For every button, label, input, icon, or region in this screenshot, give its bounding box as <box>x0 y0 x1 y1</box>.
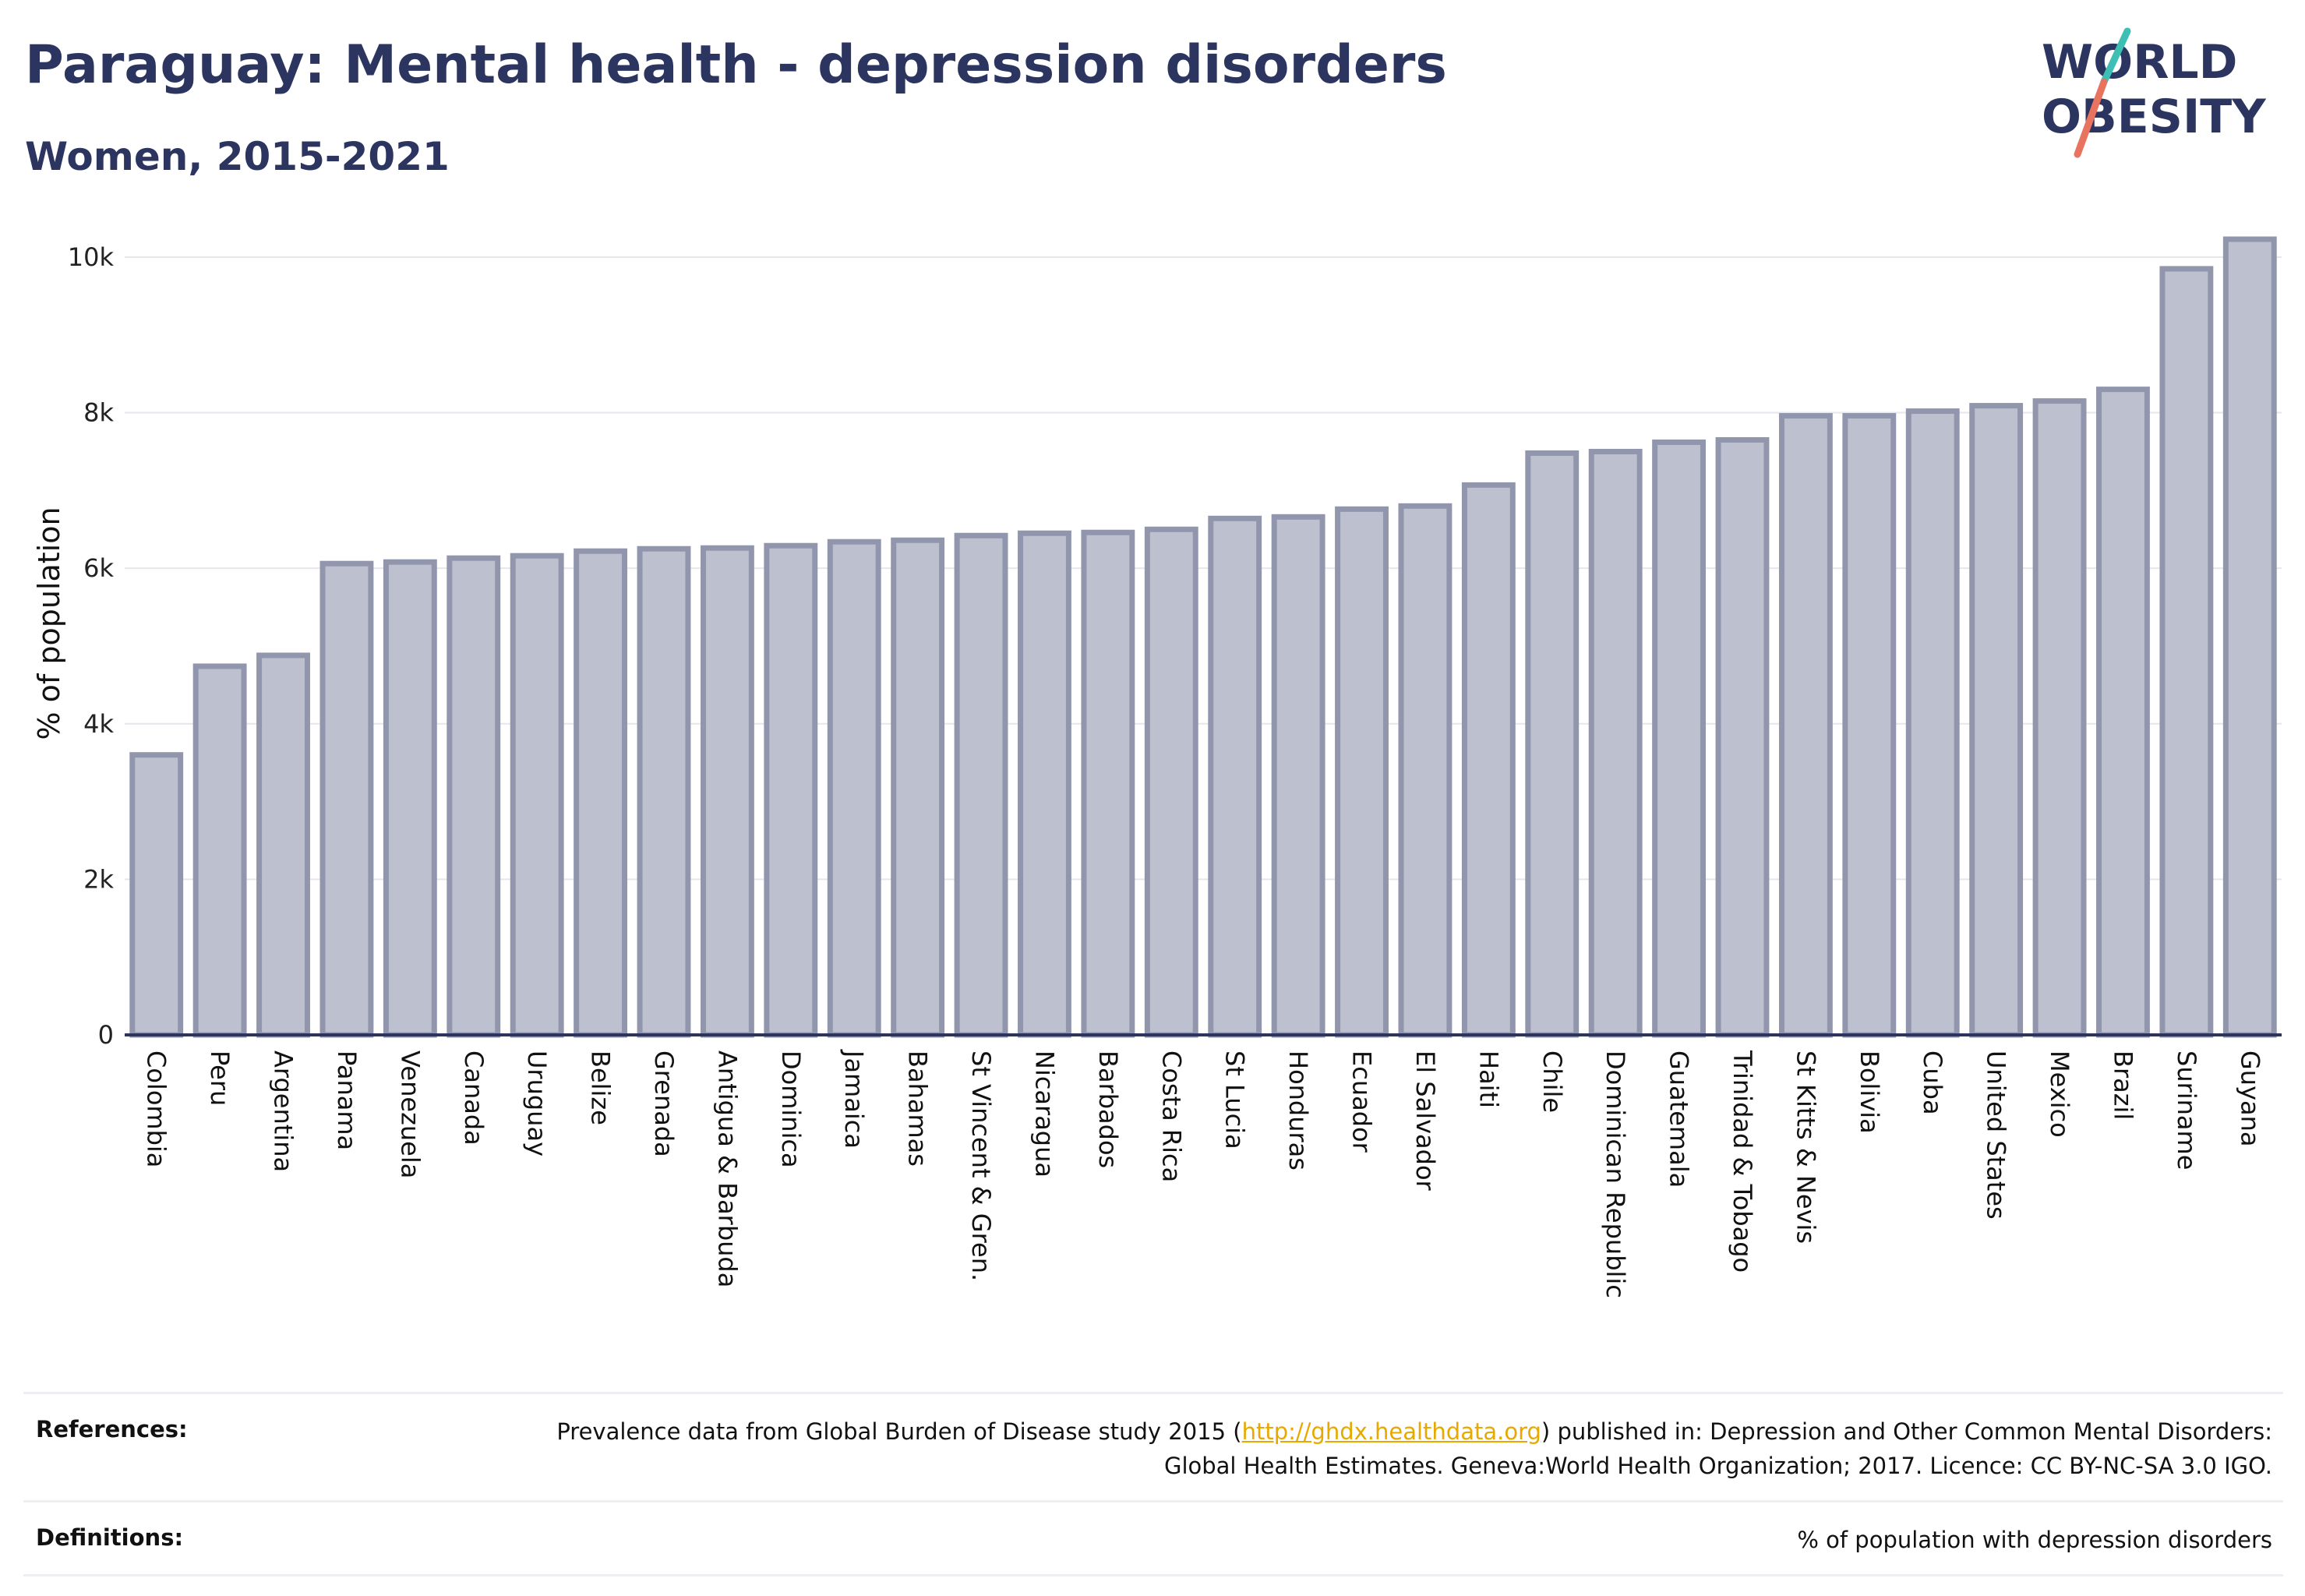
references-text: Prevalence data from Global Burden of Di… <box>23 1394 2283 1500</box>
bar <box>510 553 564 1038</box>
x-tick-label: Venezuela <box>395 1050 425 1178</box>
definitions-label: Definitions: <box>36 1524 184 1551</box>
bar <box>1715 436 1770 1038</box>
x-tick-label: St Vincent & Gren. <box>966 1050 996 1281</box>
bar <box>2032 398 2087 1038</box>
bar <box>1208 515 1262 1038</box>
bar <box>827 538 881 1038</box>
bar <box>447 555 501 1038</box>
bar <box>574 548 628 1038</box>
x-tick-label: Barbados <box>1093 1050 1123 1168</box>
references-post: ) published in: Depression and Other Com… <box>1163 1418 2272 1479</box>
bar <box>1335 506 1389 1038</box>
bar <box>1018 530 1071 1038</box>
y-tick-label: 6k <box>83 553 114 583</box>
x-tick-label: Uruguay <box>522 1050 552 1156</box>
x-tick-label: Colombia <box>142 1050 171 1167</box>
x-tick-label: Belize <box>586 1050 616 1125</box>
x-tick-label: Guatemala <box>1664 1050 1694 1188</box>
y-axis-title: % of population <box>32 507 66 740</box>
bar <box>764 542 818 1038</box>
x-tick-label: Guyana <box>2235 1050 2264 1147</box>
bar <box>1461 482 1516 1038</box>
x-tick-label: Peru <box>205 1050 235 1106</box>
bar <box>1144 526 1198 1038</box>
bar <box>2222 236 2277 1038</box>
x-tick-label: Mexico <box>2045 1050 2074 1138</box>
bar <box>1842 413 1897 1038</box>
references-label: References: <box>36 1416 188 1442</box>
y-tick-label: 10k <box>68 242 115 272</box>
x-tick-label: Trinidad & Tobago <box>1728 1050 1757 1273</box>
bar <box>1905 408 1960 1038</box>
x-tick-label: Argentina <box>269 1050 298 1172</box>
y-tick-label: 0 <box>98 1020 114 1050</box>
bar <box>2159 266 2214 1038</box>
bar <box>256 652 310 1038</box>
bar <box>1271 514 1325 1038</box>
x-tick-label: Antigua & Barbuda <box>712 1050 742 1287</box>
x-tick-label: Bolivia <box>1855 1050 1884 1134</box>
bar <box>954 532 1008 1038</box>
definitions-row: Definitions: % of population with depres… <box>23 1500 2283 1577</box>
logo-line1: WORLD <box>2042 35 2237 90</box>
y-tick-label: 4k <box>83 709 114 739</box>
references-pre: Prevalence data from Global Burden of Di… <box>556 1418 1242 1445</box>
x-tick-label: El Salvador <box>1410 1050 1440 1192</box>
logo-line2: OBESITY <box>2042 90 2267 144</box>
definitions-text: % of population with depression disorder… <box>1797 1527 2272 1553</box>
x-tick-label: Panama <box>332 1050 362 1150</box>
x-tick-label: Dominican Republic <box>1601 1050 1630 1298</box>
page-subtitle: Women, 2015-2021 <box>25 134 450 179</box>
references-row: References: Prevalence data from Global … <box>23 1392 2283 1500</box>
x-tick-label: St Lucia <box>1220 1050 1250 1149</box>
page-title: Paraguay: Mental health - depression dis… <box>25 34 1447 96</box>
bar <box>129 752 184 1038</box>
x-tick-label: Costa Rica <box>1156 1050 1186 1182</box>
bar <box>891 537 945 1038</box>
x-tick-label: Cuba <box>1918 1050 1947 1115</box>
x-tick-label: Dominica <box>776 1050 806 1168</box>
x-tick-label: Jamaica <box>839 1049 869 1149</box>
bar-chart: 0 2k 4k 6k 8k 10k Colombia Peru Argentina Panama… <box>32 236 2282 1298</box>
bar <box>2096 387 2150 1038</box>
y-tick-label: 8k <box>83 398 114 428</box>
footer: References: Prevalence data from Global … <box>23 1392 2283 1577</box>
bar <box>1969 403 2024 1038</box>
bars <box>129 236 2277 1038</box>
x-tick-labels: Colombia Peru Argentina Panama Venezuela Cana… <box>142 1049 2265 1298</box>
x-tick-label: Canada <box>459 1050 489 1146</box>
bar <box>383 559 437 1038</box>
x-tick-label: Nicaragua <box>1029 1050 1059 1178</box>
bar <box>1398 503 1453 1038</box>
bar <box>192 663 247 1038</box>
x-tick-label: Ecuador <box>1347 1050 1377 1153</box>
x-tick-label: Honduras <box>1283 1050 1313 1171</box>
bar <box>1525 450 1580 1038</box>
x-tick-label: Brazil <box>2108 1050 2137 1120</box>
logo-accent-teal <box>2100 27 2131 86</box>
bar <box>637 546 691 1038</box>
world-obesity-logo: WORLD OBESITY <box>2042 27 2267 158</box>
x-tick-label: Chile <box>1537 1050 1567 1113</box>
logo-accent-coral <box>2074 78 2108 158</box>
x-tick-label: United States <box>1982 1050 2011 1220</box>
bar <box>319 560 374 1038</box>
references-link[interactable]: http://ghdx.healthdata.org <box>1241 1418 1541 1445</box>
bar <box>1588 448 1643 1038</box>
bar <box>1081 529 1135 1038</box>
y-tick-labels: 0 2k 4k 6k 8k 10k <box>68 242 115 1050</box>
bar <box>1652 439 1707 1038</box>
x-tick-label: Bahamas <box>903 1050 933 1167</box>
x-tick-label: Suriname <box>2172 1050 2201 1170</box>
x-tick-label: Grenada <box>649 1050 679 1157</box>
x-tick-label: Haiti <box>1474 1050 1503 1108</box>
bar <box>700 545 754 1038</box>
bar <box>1778 413 1833 1038</box>
x-tick-label: St Kitts & Nevis <box>1791 1050 1820 1244</box>
y-tick-label: 2k <box>83 864 114 894</box>
